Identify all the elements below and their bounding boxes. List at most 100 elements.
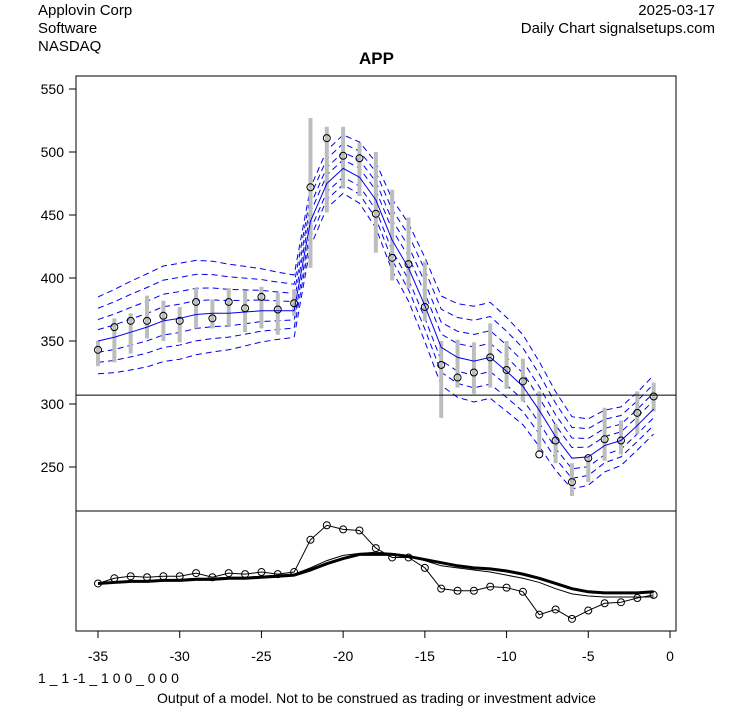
indicator-point — [306, 535, 315, 544]
close-point — [600, 435, 609, 444]
chart-date: 2025-03-17 — [638, 2, 715, 19]
indicator-point — [94, 579, 102, 588]
indicator-point — [322, 521, 331, 530]
close-point — [257, 292, 266, 301]
y-tick-label: 400 — [41, 270, 65, 286]
close-point — [273, 305, 282, 314]
close-point — [241, 304, 250, 313]
close-point — [126, 316, 135, 325]
indicator-point — [159, 572, 168, 581]
indicator-point — [649, 590, 658, 599]
close-point — [616, 436, 625, 445]
x-tick-label: -20 — [333, 648, 353, 664]
close-point — [404, 260, 413, 269]
indicator-point — [290, 568, 299, 577]
indicator-point — [241, 570, 250, 579]
indicator-point — [273, 570, 282, 579]
close-point — [502, 365, 511, 374]
x-tick-label: 0 — [666, 648, 674, 664]
indicator-point — [567, 614, 576, 623]
header-left: Applovin Corp Software NASDAQ — [38, 2, 132, 56]
close-point — [469, 368, 478, 377]
indicator-point — [143, 573, 152, 582]
close-point — [420, 302, 429, 311]
indicator-point — [502, 583, 511, 592]
indicator-point — [355, 526, 364, 535]
x-tick-label: -15 — [415, 648, 435, 664]
x-tick-label: -25 — [251, 648, 271, 664]
close-points — [94, 134, 658, 487]
close-point — [567, 478, 576, 487]
exchange-label: NASDAQ — [38, 38, 102, 55]
indicator-point — [126, 572, 135, 581]
close-point — [633, 408, 642, 417]
center-line-path — [97, 167, 655, 459]
axes: 250 300 350 400 450 500 550 -35 -30 -25 -20 -15 -10 -… — [41, 75, 677, 664]
indicator-point — [175, 572, 184, 581]
close-point — [518, 377, 527, 386]
indicator-point — [551, 605, 560, 614]
model-code: 1 _ 1 -1 _ 1 0 0 _ 0 0 0 — [38, 670, 179, 686]
close-point — [371, 209, 380, 218]
indicator-point — [437, 584, 446, 593]
range-bars — [96, 117, 656, 496]
indicator-point — [339, 525, 348, 534]
close-point — [208, 314, 217, 323]
close-point — [159, 311, 168, 320]
indicator-slow-line — [97, 551, 654, 598]
close-point — [306, 183, 315, 192]
close-point — [224, 297, 233, 306]
indicator-point — [420, 563, 429, 572]
plot-frame — [75, 75, 677, 632]
indicator-point — [469, 586, 478, 595]
close-point — [551, 436, 560, 445]
indicator-point — [616, 598, 625, 607]
close-point — [175, 316, 184, 325]
close-point — [94, 345, 102, 354]
indicator-point — [371, 544, 380, 553]
close-point — [486, 353, 495, 362]
y-tick-label: 500 — [41, 144, 65, 160]
y-tick-label: 300 — [41, 396, 65, 412]
close-point — [143, 316, 152, 325]
close-point — [192, 297, 201, 306]
x-tick-label: -30 — [170, 648, 190, 664]
close-point — [388, 253, 397, 262]
close-point — [584, 454, 593, 463]
indicator-point — [633, 594, 642, 603]
indicator-point — [486, 582, 495, 591]
indicator-point — [192, 569, 201, 578]
indicator-slower-line — [97, 552, 654, 595]
y-tick-label: 450 — [41, 207, 65, 223]
close-point — [355, 154, 364, 163]
indicator-point — [518, 587, 527, 596]
indicator-point — [224, 569, 233, 578]
company-name: Applovin Corp — [38, 2, 133, 19]
indicator-point — [600, 599, 609, 608]
y-tick-label: 550 — [41, 81, 65, 97]
close-point — [322, 134, 331, 143]
close-point — [535, 450, 544, 459]
close-point — [453, 373, 462, 382]
indicator-point — [388, 553, 397, 562]
close-point — [290, 299, 299, 308]
y-tick-label: 350 — [41, 333, 65, 349]
indicator-point — [208, 573, 217, 582]
chart-source: Daily Chart signalsetups.com — [520, 20, 715, 37]
close-point — [437, 360, 446, 369]
indicator-point — [453, 586, 462, 595]
close-point — [110, 323, 119, 332]
y-tick-label: 250 — [41, 459, 65, 475]
indicator-point — [257, 568, 266, 577]
indicator-lines — [94, 521, 658, 623]
x-tick-label: -5 — [582, 648, 595, 664]
sector-label: Software — [38, 20, 98, 37]
indicator-point — [584, 606, 593, 615]
x-tick-label: -35 — [88, 648, 108, 664]
header-right: 2025-03-17 Daily Chart signalsetups.com — [521, 2, 715, 38]
chart-title: APP — [359, 49, 394, 68]
indicator-point — [404, 553, 413, 562]
indicator-point — [535, 610, 544, 619]
indicator-close-line — [97, 524, 654, 620]
